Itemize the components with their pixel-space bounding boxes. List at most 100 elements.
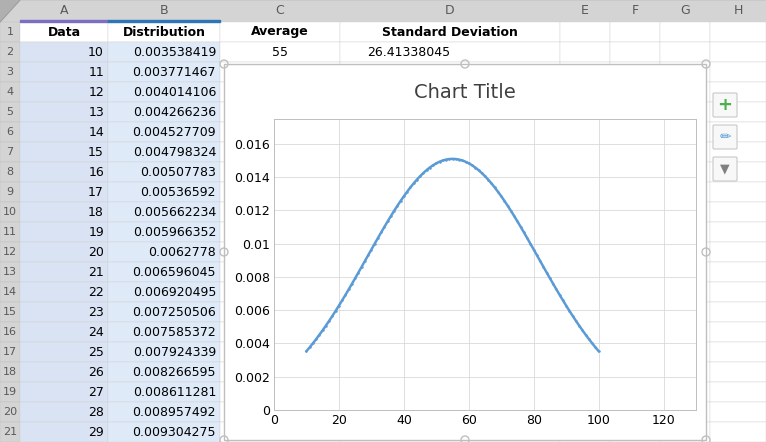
Text: 20: 20 xyxy=(3,407,17,417)
Bar xyxy=(20,62,108,82)
Bar xyxy=(560,202,610,222)
Bar xyxy=(610,382,660,402)
Text: 14: 14 xyxy=(3,287,17,297)
Bar xyxy=(560,402,610,422)
Polygon shape xyxy=(108,20,220,22)
Bar xyxy=(560,222,610,242)
Text: F: F xyxy=(631,4,639,18)
Bar xyxy=(0,242,20,262)
Bar xyxy=(20,142,108,162)
Bar xyxy=(560,62,610,82)
Bar xyxy=(610,122,660,142)
Bar xyxy=(108,102,220,122)
Bar xyxy=(610,182,660,202)
Text: 0.003771467: 0.003771467 xyxy=(133,65,216,79)
Bar xyxy=(20,282,108,302)
Text: 18: 18 xyxy=(3,367,17,377)
Text: E: E xyxy=(581,4,589,18)
Bar xyxy=(20,262,108,282)
Bar xyxy=(20,382,108,402)
Bar xyxy=(0,0,766,22)
Bar xyxy=(560,422,610,442)
Text: 0.007250506: 0.007250506 xyxy=(133,305,216,319)
Bar xyxy=(108,302,220,322)
Bar xyxy=(220,22,340,42)
Text: 0.005966352: 0.005966352 xyxy=(133,225,216,239)
Text: 11: 11 xyxy=(88,65,104,79)
Bar xyxy=(220,302,340,322)
Bar xyxy=(108,362,220,382)
Bar xyxy=(220,382,340,402)
Bar xyxy=(108,162,220,182)
Bar xyxy=(340,322,560,342)
Bar xyxy=(20,202,108,222)
Bar xyxy=(108,62,220,82)
Text: 0.003538419: 0.003538419 xyxy=(133,46,216,58)
Bar xyxy=(710,282,766,302)
Bar xyxy=(710,322,766,342)
Bar xyxy=(108,262,220,282)
Bar xyxy=(340,102,560,122)
Text: 5: 5 xyxy=(6,107,14,117)
Bar xyxy=(560,22,610,42)
Bar xyxy=(108,402,220,422)
Bar xyxy=(660,382,710,402)
Bar xyxy=(610,222,660,242)
Bar xyxy=(0,22,20,42)
Text: 0.0062778: 0.0062778 xyxy=(149,245,216,259)
Bar xyxy=(340,162,560,182)
Text: G: G xyxy=(680,4,690,18)
Bar xyxy=(0,102,20,122)
Text: 12: 12 xyxy=(88,85,104,99)
Bar xyxy=(340,222,560,242)
Bar xyxy=(0,342,20,362)
Text: B: B xyxy=(159,4,169,18)
Bar xyxy=(660,82,710,102)
Text: 0.004798324: 0.004798324 xyxy=(133,145,216,159)
Bar xyxy=(340,142,560,162)
Bar xyxy=(20,182,108,202)
Bar xyxy=(660,282,710,302)
Bar xyxy=(20,222,108,242)
Bar xyxy=(710,402,766,422)
Bar xyxy=(220,142,340,162)
Bar xyxy=(660,342,710,362)
Bar xyxy=(20,362,108,382)
Bar xyxy=(560,362,610,382)
Bar xyxy=(610,302,660,322)
Bar xyxy=(710,182,766,202)
Text: 10: 10 xyxy=(3,207,17,217)
Bar xyxy=(560,162,610,182)
Text: 0.007585372: 0.007585372 xyxy=(133,325,216,339)
Bar xyxy=(610,102,660,122)
Bar xyxy=(20,82,108,102)
Bar xyxy=(20,42,108,62)
Bar xyxy=(340,262,560,282)
Bar xyxy=(610,42,660,62)
Bar xyxy=(20,242,108,262)
FancyBboxPatch shape xyxy=(713,125,737,149)
Text: 19: 19 xyxy=(3,387,17,397)
Text: 26.41338045: 26.41338045 xyxy=(367,46,450,58)
Bar xyxy=(0,122,20,142)
Polygon shape xyxy=(20,20,108,22)
Bar xyxy=(710,222,766,242)
Bar xyxy=(108,202,220,222)
Text: 13: 13 xyxy=(88,106,104,118)
Bar xyxy=(660,302,710,322)
Bar xyxy=(660,262,710,282)
Bar xyxy=(0,262,20,282)
Bar xyxy=(560,342,610,362)
Bar xyxy=(0,382,20,402)
Bar xyxy=(108,242,220,262)
Bar xyxy=(340,82,560,102)
Text: 23: 23 xyxy=(88,305,104,319)
Bar xyxy=(0,362,20,382)
Bar xyxy=(710,302,766,322)
FancyBboxPatch shape xyxy=(713,93,737,117)
Bar xyxy=(710,422,766,442)
Bar xyxy=(224,64,706,440)
Bar xyxy=(560,262,610,282)
Bar xyxy=(660,182,710,202)
Bar xyxy=(560,302,610,322)
